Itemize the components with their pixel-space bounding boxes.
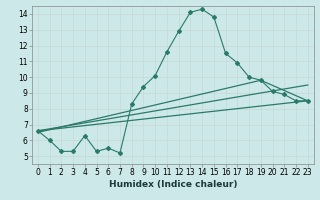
X-axis label: Humidex (Indice chaleur): Humidex (Indice chaleur)	[108, 180, 237, 189]
